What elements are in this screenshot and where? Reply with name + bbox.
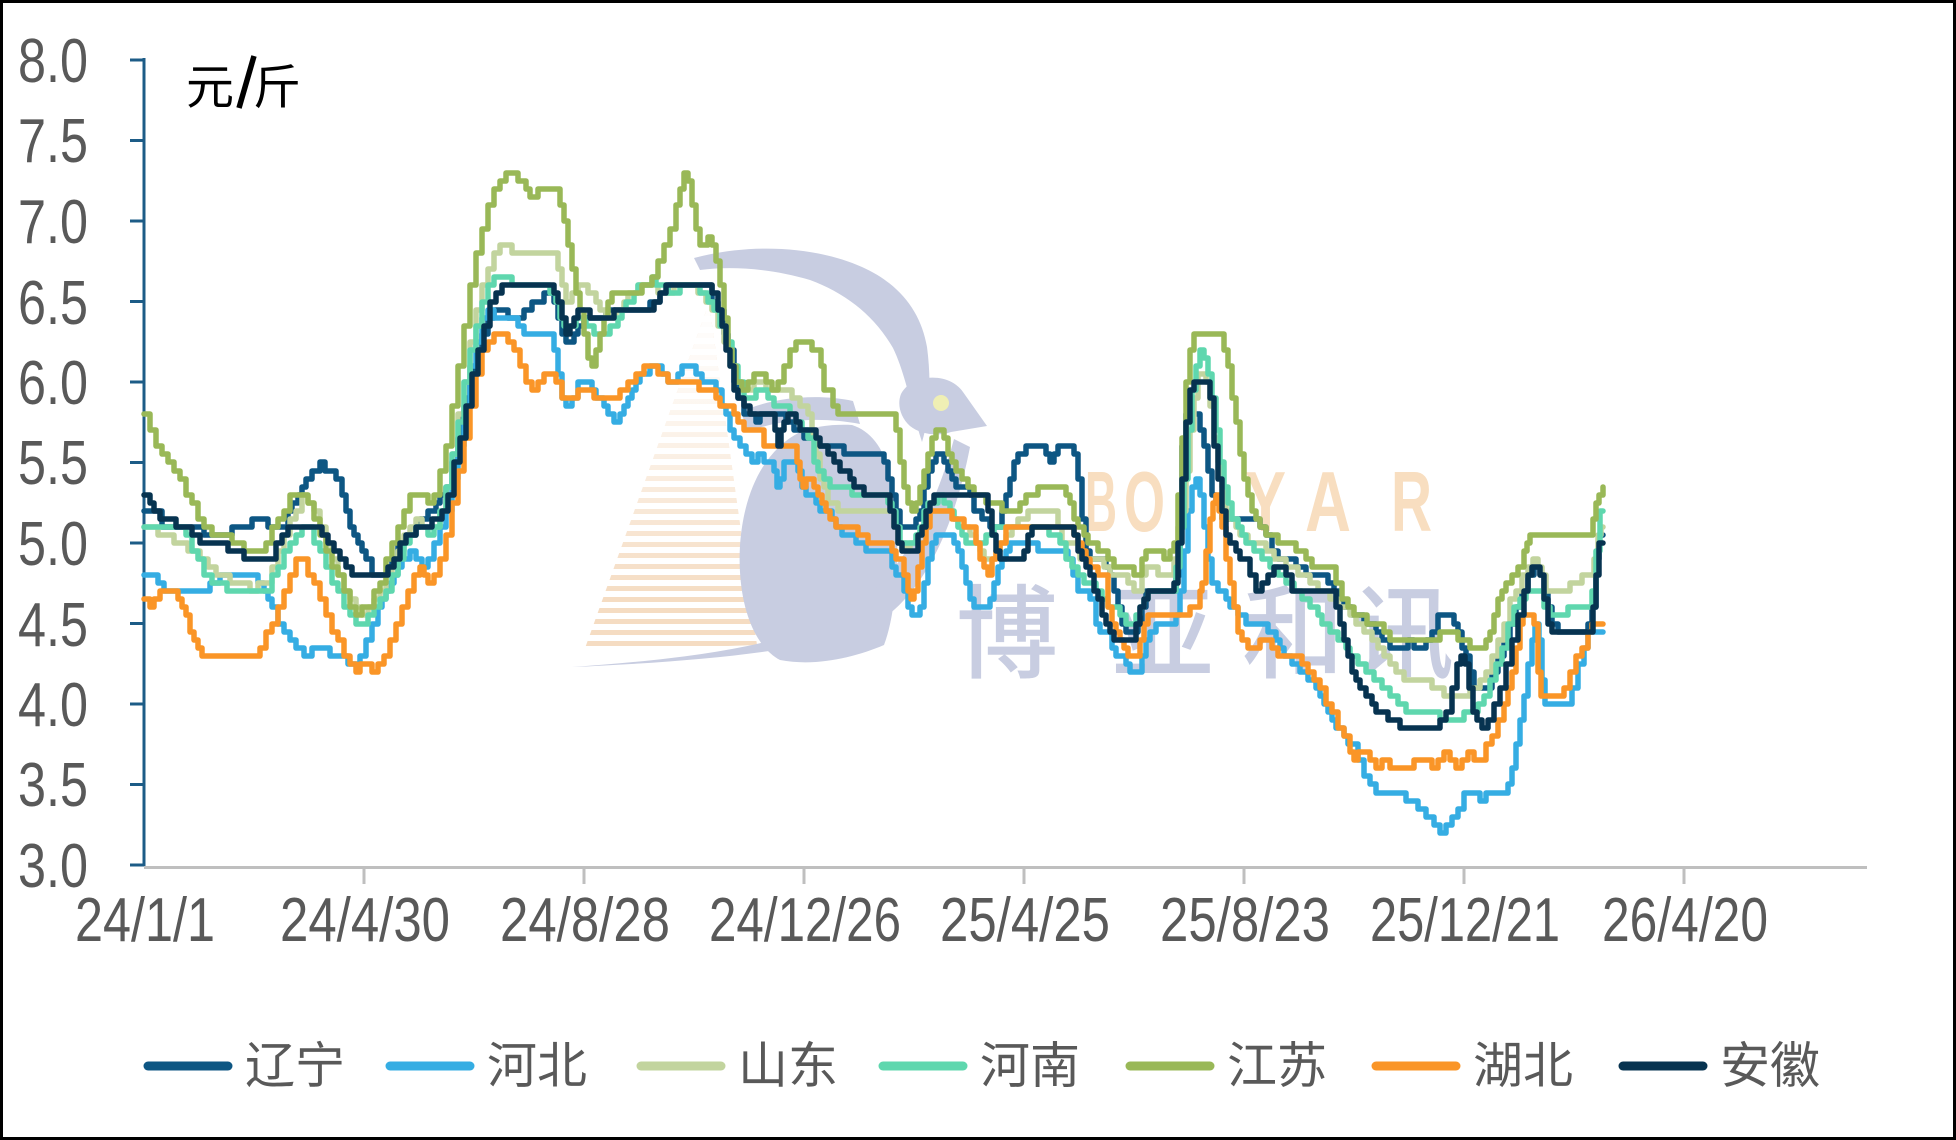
svg-text:8.0: 8.0 <box>18 27 88 96</box>
svg-text:3.0: 3.0 <box>18 832 88 901</box>
svg-text:24/1/1: 24/1/1 <box>75 886 215 955</box>
svg-text:R: R <box>1391 455 1432 550</box>
svg-text:A: A <box>1305 455 1351 550</box>
svg-text:7.5: 7.5 <box>18 107 88 176</box>
svg-text:7.0: 7.0 <box>18 188 88 257</box>
svg-text:24/12/26: 24/12/26 <box>709 886 901 955</box>
svg-text:4.0: 4.0 <box>18 671 88 740</box>
svg-text:24/8/28: 24/8/28 <box>500 886 670 955</box>
svg-text:25/4/25: 25/4/25 <box>940 886 1110 955</box>
svg-text:24/4/30: 24/4/30 <box>280 886 450 955</box>
svg-text:26/4/20: 26/4/20 <box>1602 886 1768 955</box>
svg-text:25/12/21: 25/12/21 <box>1370 886 1560 955</box>
svg-text:25/8/23: 25/8/23 <box>1160 886 1330 955</box>
svg-text:6.5: 6.5 <box>18 269 88 338</box>
svg-text:5.0: 5.0 <box>18 510 88 579</box>
svg-text:4.5: 4.5 <box>18 591 88 660</box>
svg-text:O: O <box>1124 455 1165 550</box>
svg-text:6.0: 6.0 <box>18 349 88 418</box>
svg-text:5.5: 5.5 <box>18 429 88 498</box>
svg-text:3.5: 3.5 <box>18 751 88 820</box>
